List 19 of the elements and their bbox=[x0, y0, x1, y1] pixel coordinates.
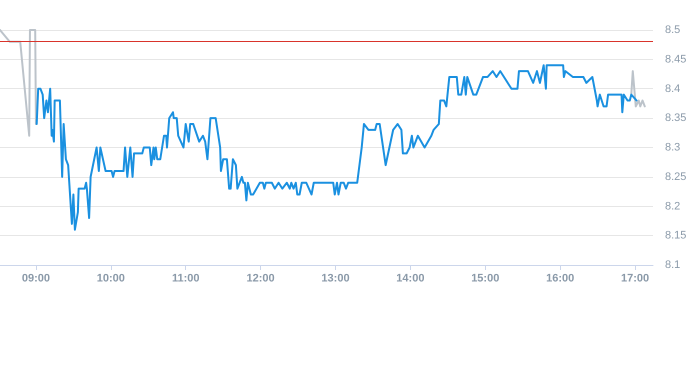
y-tick-label: 8.25 bbox=[665, 170, 686, 183]
line-series bbox=[36, 64, 638, 231]
y-tick-label: 8.2 bbox=[665, 200, 680, 212]
y-tick-label: 8.3 bbox=[665, 142, 680, 154]
y-tick-label: 8.4 bbox=[665, 82, 680, 95]
x-tick-label: 09:00 bbox=[22, 272, 50, 284]
y-tick-label: 8.45 bbox=[665, 53, 686, 66]
x-tick-label: 10:00 bbox=[96, 272, 125, 284]
y-tick-label: 8.35 bbox=[665, 112, 686, 124]
x-tick-label: 14:00 bbox=[396, 272, 424, 284]
y-tick-label: 8.15 bbox=[665, 230, 686, 242]
x-tick-label: 12:00 bbox=[246, 272, 275, 284]
y-tick-label: 8.5 bbox=[665, 24, 680, 36]
x-tick-label: 13:00 bbox=[321, 272, 350, 284]
y-tick-label: 8.1 bbox=[665, 259, 680, 271]
x-tick-label: 15:00 bbox=[471, 272, 500, 284]
x-tick-label: 11:00 bbox=[172, 272, 200, 284]
x-tick-label: 16:00 bbox=[546, 272, 574, 284]
x-tick-label: 17:00 bbox=[620, 272, 650, 284]
